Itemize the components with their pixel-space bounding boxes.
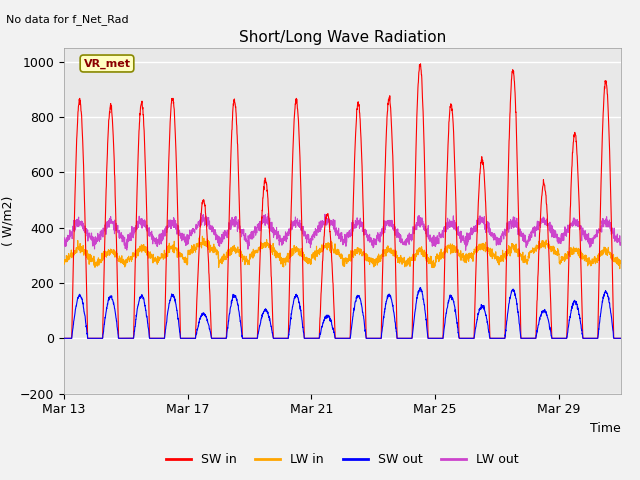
X-axis label: Time: Time (590, 422, 621, 435)
Y-axis label: ( W/m2): ( W/m2) (1, 196, 14, 246)
Title: Short/Long Wave Radiation: Short/Long Wave Radiation (239, 30, 446, 46)
Text: VR_met: VR_met (83, 59, 131, 69)
Text: No data for f_Net_Rad: No data for f_Net_Rad (6, 14, 129, 25)
Legend: SW in, LW in, SW out, LW out: SW in, LW in, SW out, LW out (161, 448, 524, 471)
